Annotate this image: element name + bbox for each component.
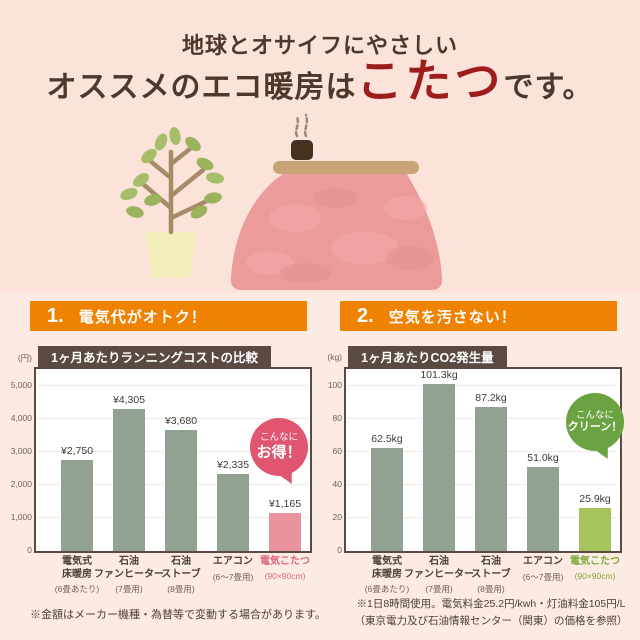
badge-line1: こんなに — [259, 432, 298, 444]
bar-value-label: ¥2,335 — [216, 459, 250, 471]
savings-badge: こんなに お得！ — [250, 418, 308, 476]
bar-0 — [61, 460, 93, 551]
gridline — [38, 418, 308, 419]
section-2-heading: 空気を汚さない！ — [388, 308, 517, 326]
y-tick-label: 2,000 — [10, 479, 32, 489]
x-axis-label: 電気式 床暖房 (6畳あたり) — [54, 556, 100, 594]
section-1-header: 1. 電気代がオトク！ — [30, 301, 307, 331]
page-title-line2: オススメのエコ暖房はこたつです。 — [0, 56, 640, 114]
kotatsu-icon — [230, 161, 443, 290]
chart-2-unit-label: (kg) — [327, 352, 342, 362]
bar-value-label: 62.5kg — [371, 433, 403, 445]
y-tick-label: 0 — [337, 545, 342, 555]
title-suffix: です。 — [503, 71, 594, 104]
y-tick-label: 5,000 — [10, 380, 32, 390]
y-tick-label: 40 — [332, 479, 342, 489]
x-axis-label: 石油 ファンヒーター (7畳用) — [404, 556, 474, 594]
x-axis-label: 電気こたつ (90×90cm) — [260, 556, 310, 581]
bar-value-label: ¥3,680 — [164, 415, 198, 427]
x-axis-label: 石油 ストーブ (8畳用) — [161, 556, 201, 594]
x-axis-label: 電気こたつ (90×90cm) — [570, 556, 620, 581]
page-title-line1: 地球とオサイフにやさしい — [181, 33, 458, 58]
chart-2-title: 1ヶ月あたりCO2発生量 — [348, 346, 507, 370]
bar-value-label: ¥2,750 — [60, 445, 94, 457]
bar-1 — [113, 409, 145, 551]
bar-4 — [269, 513, 301, 551]
y-tick-label: 20 — [332, 512, 342, 522]
plot-area: ¥2,750 ¥4,305 ¥3,680 ¥2,335 ¥1,165 — [36, 369, 310, 551]
y-tick-label: 60 — [332, 446, 342, 456]
bar-1 — [423, 384, 455, 551]
bar-4 — [579, 508, 611, 551]
x-axis-label: 石油 ファンヒーター (7畳用) — [94, 556, 164, 594]
y-tick-label: 3,000 — [10, 446, 32, 456]
y-tick-label: 1,000 — [10, 512, 32, 522]
x-axis-label: 電気式 床暖房 (6畳あたり) — [364, 556, 410, 594]
kotatsu-illustration — [120, 113, 443, 290]
title-prefix: オススメのエコ暖房は — [46, 71, 357, 104]
x-axis-label: エアコン (6〜7畳用) — [212, 556, 254, 582]
bar-3 — [527, 467, 559, 551]
bar-value-label: 87.2kg — [475, 392, 507, 404]
footnote-left: ※金額はメーカー機種・為替等で変動する場合があります。 — [30, 609, 326, 621]
bar-value-label: ¥4,305 — [112, 394, 146, 406]
gridline — [348, 385, 618, 386]
bar-2 — [165, 430, 197, 551]
chart-1-title: 1ヶ月あたりランニングコストの比較 — [38, 346, 271, 370]
bar-3 — [217, 474, 249, 551]
section-2-header: 2. 空気を汚さない！ — [340, 301, 617, 331]
bar-value-label: 51.0kg — [527, 452, 559, 464]
plot-area: 62.5kg 101.3kg 87.2kg 51.0kg 25.9kg — [346, 369, 620, 551]
bar-value-label: 101.3kg — [420, 369, 458, 381]
badge-line1: こんなに — [575, 409, 614, 421]
gridline — [38, 385, 308, 386]
clean-badge: こんなに クリーン！ — [566, 393, 624, 451]
chart-1-unit-label: (円) — [17, 353, 32, 363]
y-tick-label: 100 — [327, 380, 342, 390]
title-highlight: こたつ — [356, 56, 504, 107]
x-axis-label: 石油 ストーブ (8畳用) — [471, 556, 511, 594]
y-tick-label: 4,000 — [10, 413, 32, 423]
section-1-number: 1. — [47, 304, 64, 327]
y-tick-label: 80 — [332, 413, 342, 423]
steam-icon — [294, 113, 309, 138]
bar-2 — [475, 407, 507, 551]
teacup-icon — [291, 140, 313, 160]
potted-plant-icon — [120, 127, 224, 278]
bar-0 — [371, 448, 403, 551]
section-1-heading: 電気代がオトク！ — [78, 308, 207, 326]
footnote-right: ※1日8時間使用。電気料金25.2円/kwh・灯油料金105円/L （東京電力及… — [345, 596, 637, 630]
section-cost: 1. 電気代がオトク！ 1ヶ月あたりランニングコストの比較 (円) ¥2,750… — [11, 297, 335, 640]
bar-value-label: 25.9kg — [579, 493, 611, 505]
y-tick-label: 0 — [27, 545, 32, 555]
chart-2-plot-box: 62.5kg 101.3kg 87.2kg 51.0kg 25.9kg — [344, 367, 622, 553]
x-axis-label: エアコン (6〜7畳用) — [522, 556, 564, 582]
footnote-right-line2: （東京電力及び石油情報センター（関東）の価格を参照） — [354, 615, 628, 627]
footnote-right-line1: ※1日8時間使用。電気料金25.2円/kwh・灯油料金105円/L — [356, 598, 626, 610]
section-co2: 2. 空気を汚さない！ 1ヶ月あたりCO2発生量 (kg) 62.5kg 101.… — [325, 297, 640, 640]
badge-line2: お得！ — [256, 443, 302, 461]
bar-value-label: ¥1,165 — [268, 498, 302, 510]
badge-line2: クリーン！ — [567, 421, 623, 434]
section-2-number: 2. — [357, 304, 374, 327]
